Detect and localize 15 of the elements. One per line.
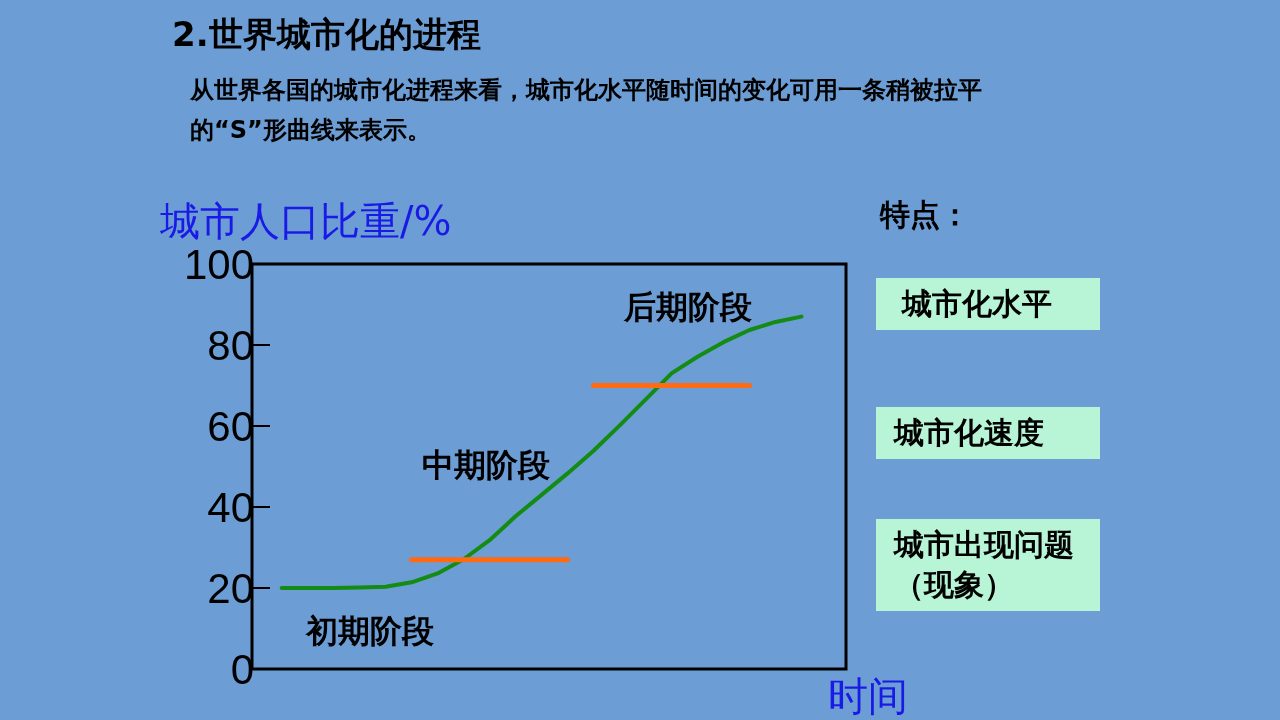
title: 2.世界城市化的进程 <box>172 13 481 56</box>
x-axis-title: 时间 <box>828 673 908 719</box>
annotation: 特点： <box>880 196 970 234</box>
annotation: 城市出现问题（现象） <box>876 519 1100 611</box>
annotation: 后期阶段 <box>624 288 752 326</box>
annotation: 城市化速度 <box>876 407 1100 459</box>
y-tick-label: 0 <box>230 645 254 693</box>
y-tick-label: 80 <box>207 321 254 369</box>
annotation: 城市化水平 <box>876 278 1100 330</box>
y-tick-label: 40 <box>207 483 254 531</box>
subtitle: 从世界各国的城市化进程来看，城市化水平随时间的变化可用一条稍被拉平的“S”形曲线来表示。 <box>190 75 983 146</box>
annotation: 中期阶段 <box>422 446 550 484</box>
annotation: 初期阶段 <box>306 612 434 650</box>
y-tick-label: 60 <box>207 402 254 450</box>
y-tick-label: 20 <box>207 564 254 612</box>
